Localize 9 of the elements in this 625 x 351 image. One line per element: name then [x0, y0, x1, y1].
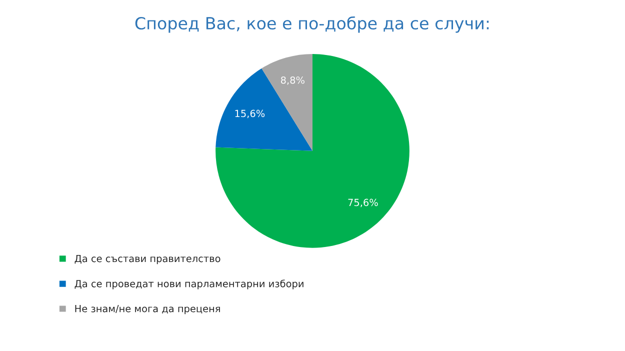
legend-label: Не знам/не мога да преценя: [75, 305, 220, 314]
data-label: 8,8%: [280, 76, 304, 85]
chart-title: Според Вас, кое е по-добре да се случи:: [135, 16, 489, 33]
legend-label: Да се състави правителство: [74, 254, 220, 264]
legend-label: Да се проведат нови парламентарни избори: [74, 280, 304, 290]
pie-slice: [216, 54, 410, 248]
pie-slice: [216, 68, 312, 151]
data-label: 15,6%: [235, 110, 265, 118]
data-label: 75,6%: [348, 198, 378, 208]
